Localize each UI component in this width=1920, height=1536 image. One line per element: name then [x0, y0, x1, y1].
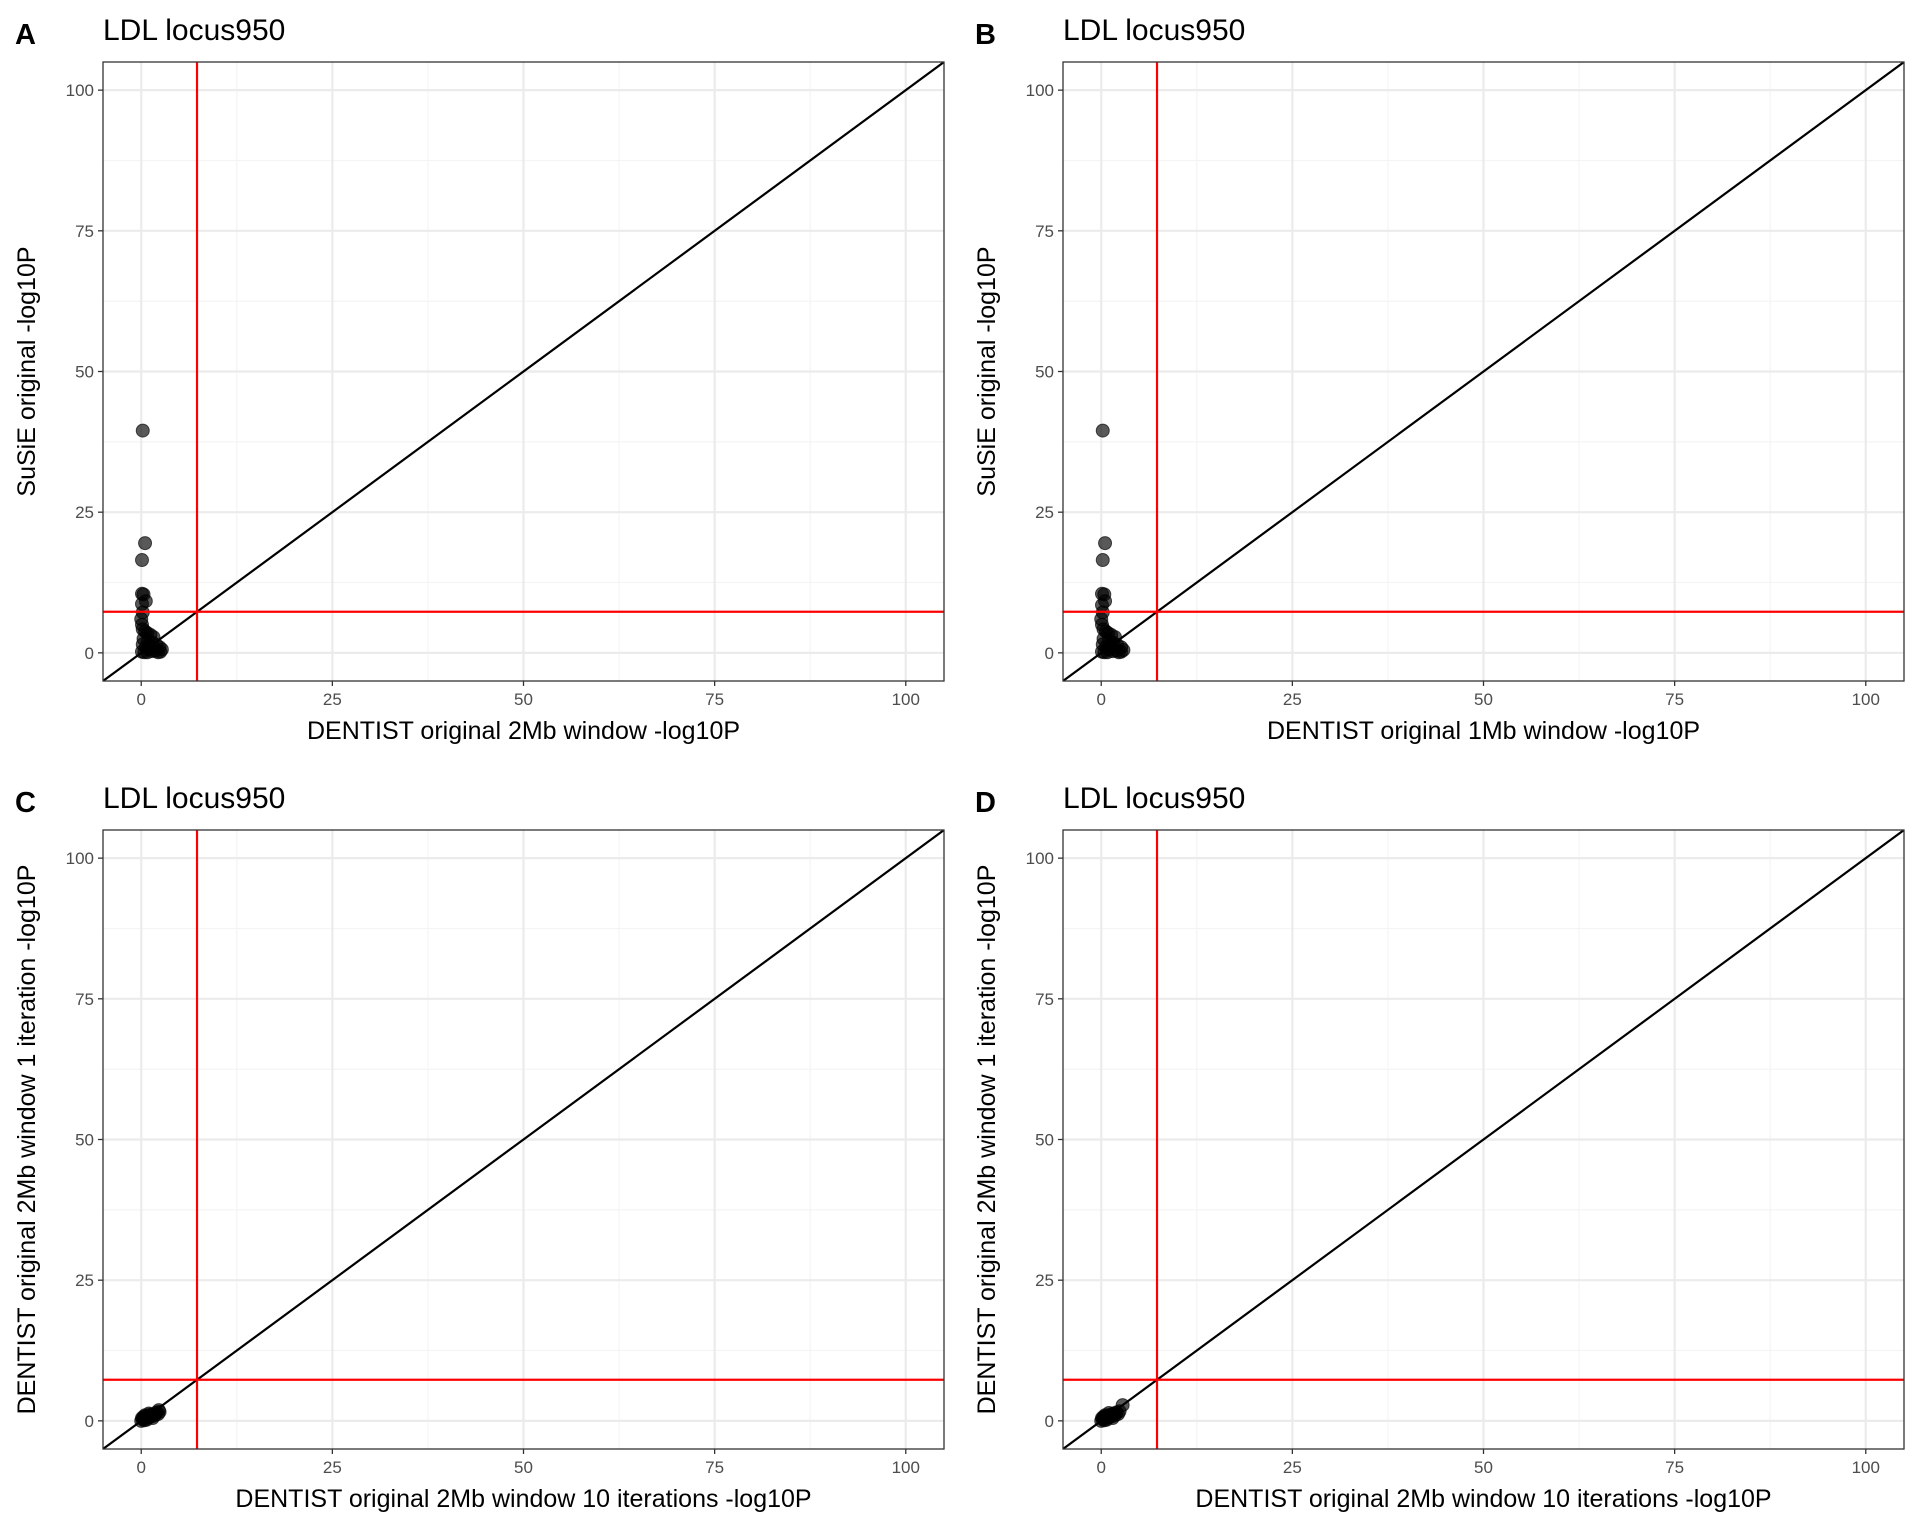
panel-border [102, 61, 945, 682]
x-tick-label: 100 [892, 690, 920, 709]
x-tick-label: 75 [1665, 1458, 1684, 1477]
y-axis-title: SuSiE original -log10P [973, 246, 1001, 496]
x-axis-title: DENTIST original 1Mb window -log10P [1267, 717, 1700, 745]
y-tick-label: 25 [75, 1271, 94, 1290]
x-tick-label: 0 [1096, 690, 1105, 709]
x-tick-label: 50 [1474, 690, 1493, 709]
x-tick-label: 25 [323, 1458, 342, 1477]
x-tick-label: 25 [323, 690, 342, 709]
y-tick-label: 0 [85, 644, 94, 663]
diagonal-line [1063, 830, 1904, 1449]
chart-title: LDL locus950 [103, 14, 285, 47]
data-point [138, 536, 153, 551]
x-tick-label: 25 [1283, 1458, 1302, 1477]
x-tick-label: 75 [705, 690, 724, 709]
panel-border [1062, 829, 1905, 1450]
x-tick-label: 100 [1852, 1458, 1880, 1477]
y-tick-label: 100 [1026, 81, 1054, 100]
data-point [1111, 645, 1126, 660]
y-tick-label: 50 [1035, 1131, 1054, 1150]
data-point [134, 553, 149, 568]
data-point [1095, 423, 1110, 438]
data-point [135, 423, 150, 438]
y-tick-label: 25 [1035, 503, 1054, 522]
y-tick-label: 100 [1026, 849, 1054, 868]
y-tick-label: 50 [1035, 363, 1054, 382]
x-tick-label: 25 [1283, 690, 1302, 709]
y-tick-label: 75 [75, 222, 94, 241]
y-tick-label: 0 [1045, 1412, 1054, 1431]
chart-title: LDL locus950 [1063, 782, 1245, 815]
panel-letter: B [975, 19, 996, 51]
data-point [151, 645, 166, 660]
y-tick-label: 75 [75, 990, 94, 1009]
x-tick-label: 75 [1665, 690, 1684, 709]
diagonal-line [1063, 62, 1904, 681]
panel-letter: C [15, 787, 36, 819]
data-point [151, 1403, 166, 1418]
x-tick-label: 100 [1852, 690, 1880, 709]
plot-marks [1063, 830, 1904, 1449]
x-axis-title: DENTIST original 2Mb window 10 iteration… [1195, 1485, 1771, 1513]
panel-letter: D [975, 787, 996, 819]
panel-d: 0 0 25 25 50 50 75 75 100 100 D LDL locus950 DENTIST… [973, 782, 1905, 1513]
data-point [1099, 1412, 1114, 1427]
x-tick-label: 0 [1096, 1458, 1105, 1477]
panel-border [1062, 61, 1905, 682]
y-tick-label: 100 [66, 849, 94, 868]
y-axis-title: SuSiE original -log10P [13, 246, 41, 496]
plot-marks [103, 830, 944, 1449]
data-point [1095, 553, 1110, 568]
x-tick-label: 100 [892, 1458, 920, 1477]
panel-a: 0 0 25 25 50 50 75 75 100 100 A LDL locus950 DENTIST… [13, 14, 945, 745]
plot-marks [103, 62, 944, 681]
y-tick-label: 50 [75, 363, 94, 382]
y-tick-label: 75 [1035, 222, 1054, 241]
x-axis-title: DENTIST original 2Mb window 10 iteration… [235, 1485, 811, 1513]
panel-border [102, 829, 945, 1450]
panel-letter: A [15, 19, 36, 51]
plot-marks [1063, 62, 1904, 681]
x-tick-label: 50 [514, 690, 533, 709]
y-axis-title: DENTIST original 2Mb window 1 iteration … [13, 865, 41, 1415]
data-point [1098, 536, 1113, 551]
chart-title: LDL locus950 [1063, 14, 1245, 47]
x-tick-label: 0 [136, 690, 145, 709]
y-tick-label: 50 [75, 1131, 94, 1150]
y-tick-label: 0 [85, 1412, 94, 1431]
panel-b: 0 0 25 25 50 50 75 75 100 100 B LDL locus950 DENTIST… [973, 14, 1905, 745]
panel-c: 0 0 25 25 50 50 75 75 100 100 C LDL locus950 DENTIST… [13, 782, 945, 1513]
y-tick-label: 25 [1035, 1271, 1054, 1290]
chart-title: LDL locus950 [103, 782, 285, 815]
y-tick-label: 0 [1045, 644, 1054, 663]
data-point [139, 1412, 154, 1427]
diagonal-line [103, 830, 944, 1449]
y-tick-label: 75 [1035, 990, 1054, 1009]
y-tick-label: 100 [66, 81, 94, 100]
x-tick-label: 50 [514, 1458, 533, 1477]
x-tick-label: 0 [136, 1458, 145, 1477]
x-axis-title: DENTIST original 2Mb window -log10P [307, 717, 740, 745]
y-axis-title: DENTIST original 2Mb window 1 iteration … [973, 865, 1001, 1415]
x-tick-label: 50 [1474, 1458, 1493, 1477]
y-tick-label: 25 [75, 503, 94, 522]
x-tick-label: 75 [705, 1458, 724, 1477]
diagonal-line [103, 62, 944, 681]
